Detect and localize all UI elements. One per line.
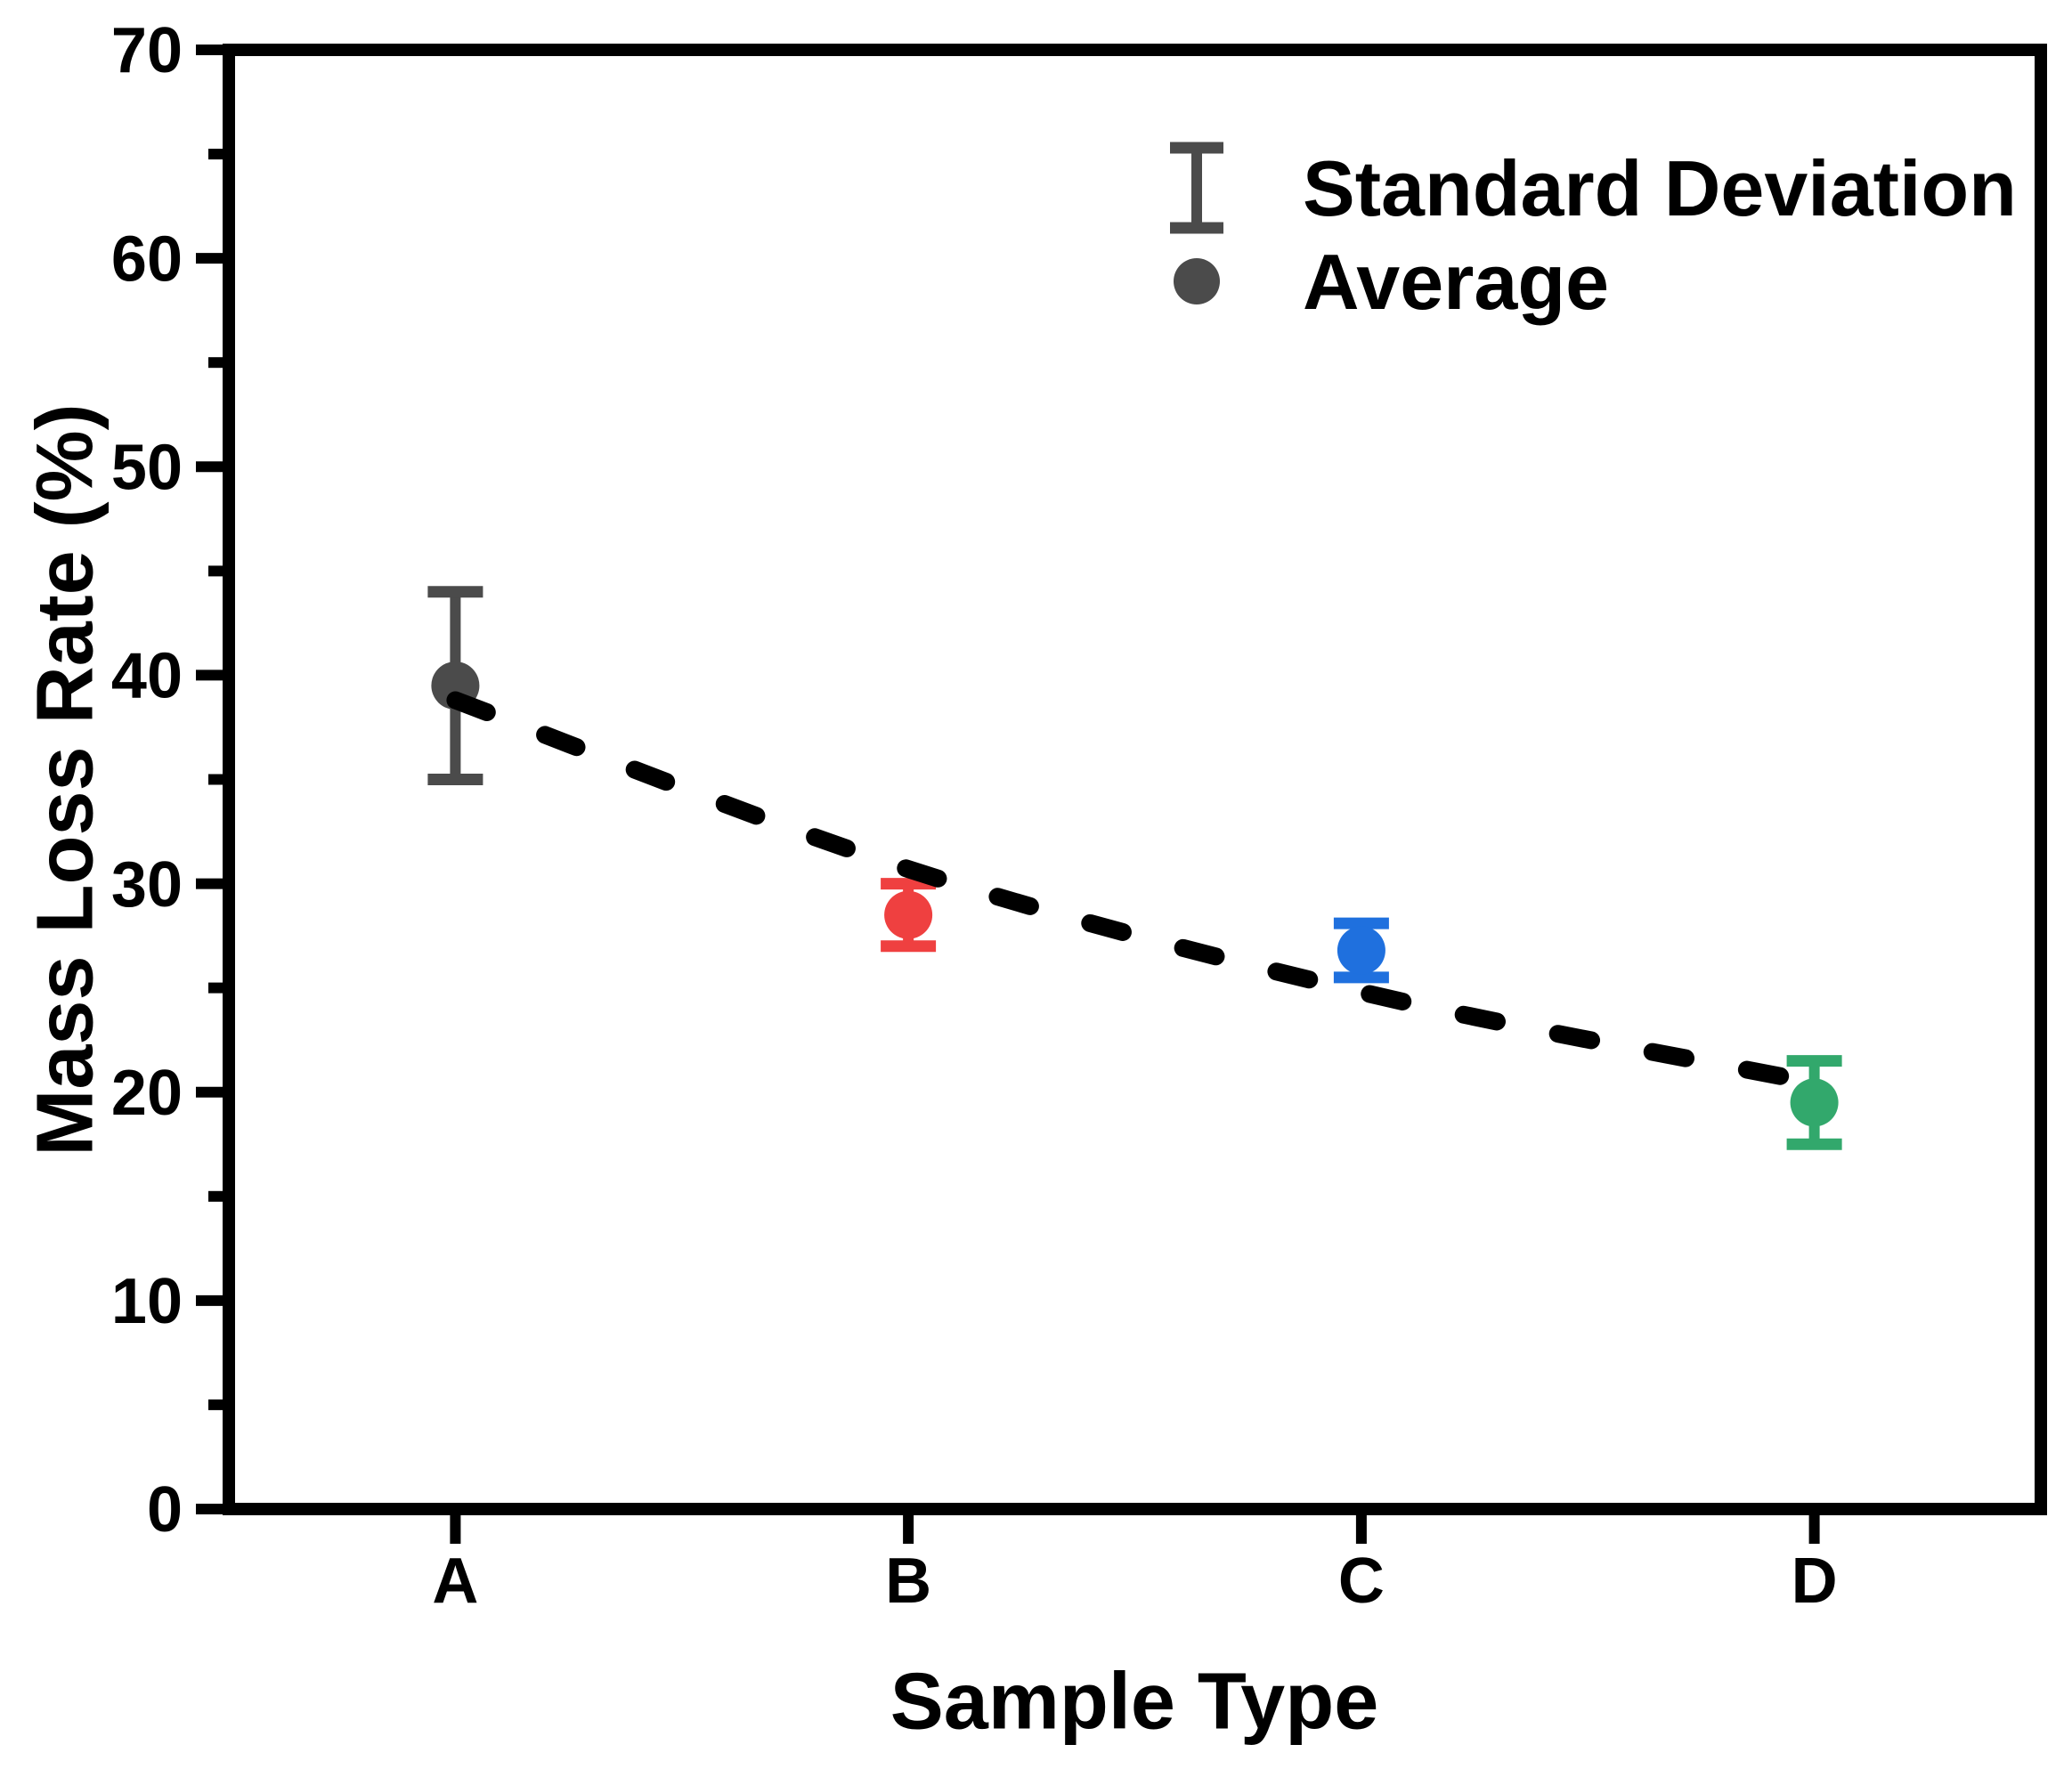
x-tick-label-A: A [432, 1546, 478, 1617]
fit-line [446, 691, 1797, 1087]
y-tick-label-70: 70 [111, 15, 183, 86]
plot-frame [223, 44, 2047, 1515]
data-point-B [884, 890, 933, 939]
legend-label-average: Average [1303, 238, 1609, 326]
chart-plot-area: 0 10 20 30 40 50 60 70 A B C D [111, 15, 2047, 1617]
legend-average-dot-icon [1174, 258, 1220, 304]
data-point-D [1790, 1078, 1839, 1127]
y-tick-label-50: 50 [111, 433, 183, 504]
x-tick-label-B: B [885, 1546, 931, 1617]
x-tick-label-C: C [1338, 1546, 1385, 1617]
y-tick-label-30: 30 [111, 849, 183, 921]
data-point-C [1337, 926, 1385, 975]
legend-label-standard-deviation: Standard Deviation [1303, 144, 2017, 232]
y-tick-label-40: 40 [111, 641, 183, 712]
y-tick-label-20: 20 [111, 1058, 183, 1129]
y-tick-label-10: 10 [111, 1266, 183, 1337]
y-tick-label-0: 0 [147, 1474, 183, 1546]
y-axis-title: Mass Loss Rate (%) [21, 403, 110, 1156]
x-axis-title: Sample Type [890, 1658, 1379, 1747]
x-tick-label-D: D [1792, 1546, 1838, 1617]
y-tick-label-60: 60 [111, 223, 183, 295]
